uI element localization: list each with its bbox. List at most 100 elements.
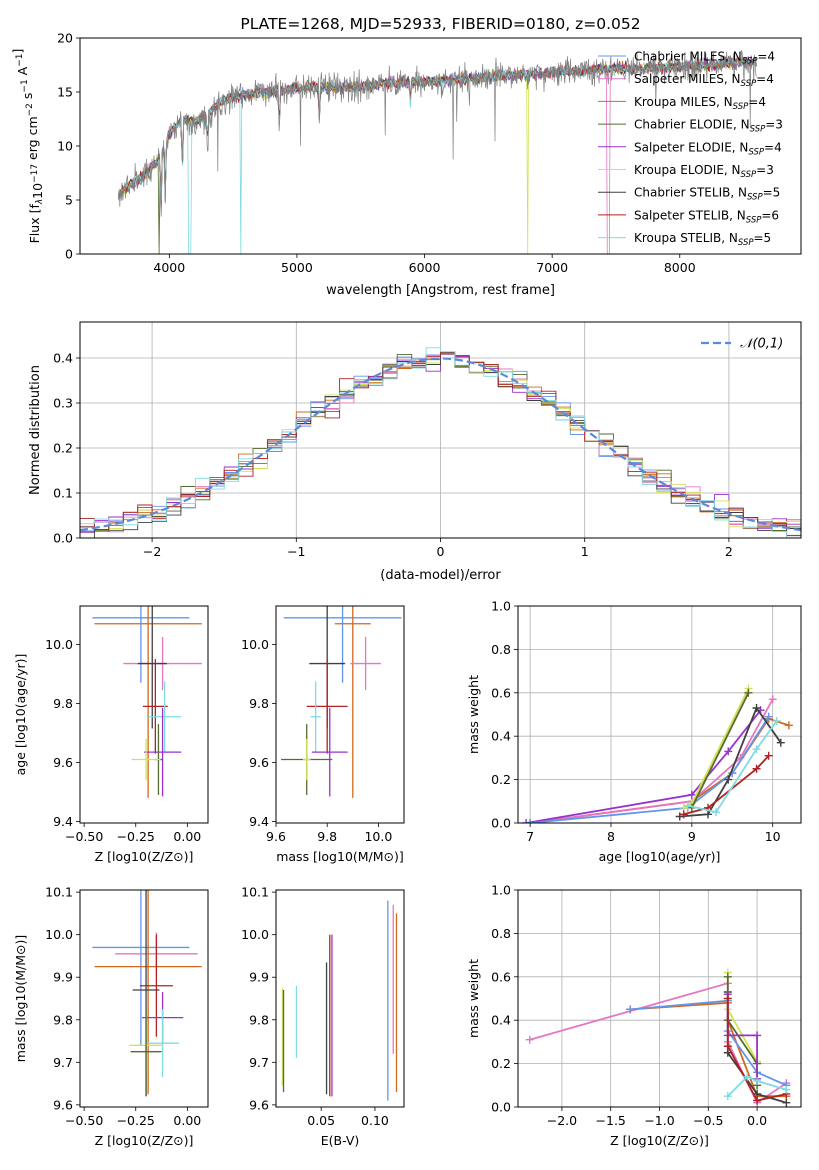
y-tick-label: 0.6: [491, 969, 511, 984]
axes-frame: [275, 889, 405, 1108]
x-tick-label: −1.5: [596, 1113, 626, 1128]
mass-weight-line: [683, 688, 750, 809]
mass-weight-marker: [782, 1098, 791, 1107]
y-axis-label: mass weight: [466, 959, 481, 1038]
x-tick-label: 1: [581, 544, 589, 559]
x-tick-label: −0.5: [693, 1113, 723, 1128]
x-tick-label: 0: [437, 544, 445, 559]
legend-label: Salpeter STELIB, NSSP=6: [634, 208, 779, 225]
mass-weight-marker: [784, 721, 793, 730]
x-axis-label: (data-model)/error: [380, 568, 501, 583]
legend-text: Kroupa ELODIE, N: [634, 163, 741, 177]
x-tick-label: −1.0: [644, 1113, 674, 1128]
axes-frame: [275, 605, 405, 824]
mass-weight-line: [529, 698, 774, 823]
x-tick-label: 9.8: [317, 829, 337, 844]
x-axis-label: Z [log10(Z/Z⊙)]: [610, 1133, 709, 1148]
y-tick-label: 0: [65, 247, 73, 262]
x-tick-label: −0.50: [65, 829, 103, 844]
y-label-part: A: [15, 66, 30, 79]
plot-area-mass_vs_EBV: [281, 900, 398, 1101]
legend-value: =3: [765, 118, 783, 132]
legend-label: Chabrier STELIB, NSSP=5: [634, 186, 780, 203]
y-tick-label: 9.6: [53, 755, 73, 770]
mass-weight-line: [726, 972, 758, 1086]
y-label-part: −1: [20, 79, 30, 92]
x-axis-label: E(B-V): [321, 1133, 360, 1148]
x-tick-label: 7000: [536, 260, 568, 275]
legend-value: =6: [761, 208, 779, 222]
axes-frame: [517, 605, 802, 824]
axes-massweight_vs_Z: −2.0 −1.5 −1.0 −0.5 0.0 0.0 0.2 0.4 0.6 0.8 1.0 Z […: [466, 883, 802, 1148]
x-axis-label: Z [log10(Z/Z⊙)]: [95, 1133, 194, 1148]
mass-weight-marker: [744, 688, 753, 697]
y-tick-label: 0.4: [491, 729, 511, 744]
y-tick-label: 0.8: [491, 642, 511, 657]
y-tick-label: 9.8: [249, 1012, 269, 1027]
mass-weight-marker: [679, 810, 688, 819]
legend-value: =4: [756, 72, 774, 86]
mass-weight-marker: [753, 1076, 762, 1085]
axes-frame: [79, 605, 209, 824]
legend-subscript: SSP: [747, 193, 763, 203]
legend-subscript: SSP: [741, 79, 757, 89]
mass-weight-marker: [687, 790, 696, 799]
mass-weight-line: [690, 692, 750, 809]
y-tick-label: 9.9: [53, 970, 73, 985]
mass-weight-marker: [723, 972, 732, 981]
legend-label: 𝒩(0,1): [740, 337, 783, 352]
legend-label: Kroupa MILES, NSSP=4: [634, 95, 766, 112]
y-tick-label: 0.4: [53, 351, 73, 366]
legend-label: Kroupa ELODIE, NSSP=3: [634, 163, 774, 180]
y-tick-label: 9.7: [53, 1055, 73, 1070]
legend-text: Salpeter MILES, N: [634, 72, 741, 86]
y-tick-label: 1.0: [491, 599, 511, 614]
y-axis-label: Flux [fλ10−17 erg cm−2 s−1 A−1]: [10, 49, 45, 244]
mass-weight-marker: [764, 712, 773, 721]
mass-weight-marker: [752, 764, 761, 773]
y-tick-label: 9.8: [53, 696, 73, 711]
legend-text: Salpeter STELIB, N: [634, 208, 746, 222]
y-tick-label: 10.0: [241, 637, 269, 652]
x-tick-label: −2: [143, 544, 161, 559]
y-label-part: Flux [f: [27, 204, 42, 244]
legend-value: =4: [764, 140, 782, 154]
y-label-part: erg cm: [25, 116, 40, 164]
axes-mass_vs_EBV: 0.05 0.10 9.6 9.7 9.8 9.9 10.0 10.1 E(B-V): [241, 885, 405, 1148]
legend-text: Chabrier MILES, N: [634, 50, 742, 64]
y-label-part: −17: [30, 164, 40, 183]
y-label-part: 10: [30, 183, 45, 199]
legend-value: =5: [763, 186, 781, 200]
x-axis-label: wavelength [Angstrom, rest frame]: [326, 283, 555, 298]
y-tick-label: 0.2: [491, 1056, 511, 1071]
y-tick-label: 10.1: [241, 885, 269, 900]
y-tick-label: 10.0: [45, 637, 73, 652]
y-label-part: s: [20, 93, 35, 104]
y-axis-label: age [log10(age/yr)]: [13, 654, 28, 776]
y-tick-label: 0.0: [491, 816, 511, 831]
y-tick-label: 9.6: [249, 755, 269, 770]
y-label-part: −2: [25, 103, 35, 116]
y-tick-label: 1.0: [491, 883, 511, 898]
mass-weight-marker: [723, 1042, 732, 1051]
legend-text: Chabrier ELODIE, N: [634, 118, 750, 132]
plot-area-spectrum: [117, 49, 757, 254]
mass-weight-marker: [743, 1072, 752, 1081]
x-tick-label: −2.0: [547, 1113, 577, 1128]
y-tick-label: 9.4: [53, 814, 73, 829]
plot-area-mass_vs_Z: [92, 890, 202, 1097]
x-tick-label: 0.10: [361, 1113, 389, 1128]
y-tick-label: 0.0: [53, 531, 73, 546]
legend-text: Chabrier STELIB, N: [634, 186, 747, 200]
y-tick-label: 0.2: [53, 441, 73, 456]
y-tick-label: 15: [57, 85, 73, 100]
plot-area-massweight_vs_age: [522, 684, 793, 823]
normal-reference-curve: [80, 357, 801, 532]
y-tick-label: 10.0: [241, 927, 269, 942]
x-tick-label: 5000: [281, 260, 313, 275]
mass-weight-marker: [782, 1085, 791, 1094]
x-tick-label: −0.25: [117, 829, 155, 844]
mass-weight-marker: [723, 994, 732, 1003]
